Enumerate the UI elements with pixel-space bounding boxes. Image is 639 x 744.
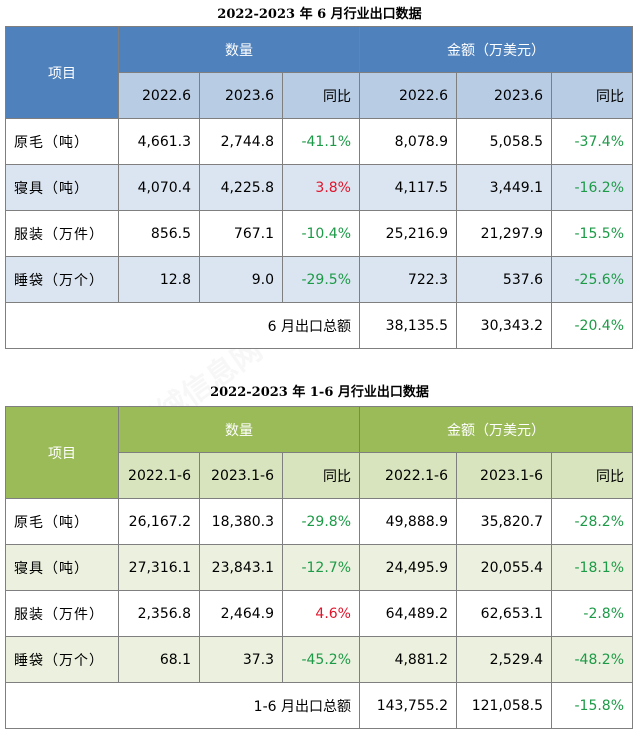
qty-2022: 12.8 <box>118 256 200 303</box>
amt-yoy: -15.5% <box>550 210 634 257</box>
total-amt-2023: 121,058.5 <box>456 682 552 729</box>
total-row: 1-6 月出口总额 143,755.2 121,058.5 -15.8% <box>5 682 634 729</box>
qty-2023: 2,744.8 <box>199 118 283 165</box>
table-row: 寝具（吨） 27,316.1 23,843.1 -12.7% 24,495.9 … <box>5 544 634 591</box>
qty-2023: 2,464.9 <box>199 590 283 637</box>
subheader: 2023.1-6 <box>199 452 283 499</box>
amt-yoy: -28.2% <box>550 498 634 545</box>
subheader: 同比 <box>550 452 634 499</box>
total-amt-yoy: -20.4% <box>550 302 634 349</box>
qty-2022: 856.5 <box>118 210 200 257</box>
subheader: 同比 <box>550 72 634 119</box>
row-item: 睡袋（万个） <box>5 256 119 303</box>
amt-2022: 64,489.2 <box>359 590 457 637</box>
total-amt-2022: 143,755.2 <box>359 682 457 729</box>
qty-2023: 767.1 <box>199 210 283 257</box>
amt-2022: 722.3 <box>359 256 457 303</box>
row-item: 寝具（吨） <box>5 164 119 211</box>
subheader: 同比 <box>282 452 360 499</box>
total-amt-2023: 30,343.2 <box>456 302 552 349</box>
amt-2023: 35,820.7 <box>456 498 552 545</box>
row-item: 服装（万件） <box>5 590 119 637</box>
qty-yoy: 4.6% <box>282 590 360 637</box>
amt-2023: 20,055.4 <box>456 544 552 591</box>
qty-2022: 27,316.1 <box>118 544 200 591</box>
subheader: 同比 <box>282 72 360 119</box>
item-header: 项目 <box>5 26 119 119</box>
row-item: 寝具（吨） <box>5 544 119 591</box>
h1-export-table: 项目 数量 金额（万美元） 2022.1-6 2023.1-6 同比 2022.… <box>5 406 634 729</box>
qty-2022: 26,167.2 <box>118 498 200 545</box>
subheader: 2022.1-6 <box>359 452 457 499</box>
amount-header: 金额（万美元） <box>358 26 634 73</box>
amt-2022: 4,881.2 <box>359 636 457 683</box>
table-row: 寝具（吨） 4,070.4 4,225.8 3.8% 4,117.5 3,449… <box>5 164 634 211</box>
qty-2022: 4,070.4 <box>118 164 200 211</box>
amt-2022: 24,495.9 <box>359 544 457 591</box>
qty-2022: 4,661.3 <box>118 118 200 165</box>
table1-title: 2022-2023 年 6 月行业出口数据 <box>217 7 422 22</box>
qty-2023: 23,843.1 <box>199 544 283 591</box>
table-row: 睡袋（万个） 68.1 37.3 -45.2% 4,881.2 2,529.4 … <box>5 636 634 683</box>
row-item: 服装（万件） <box>5 210 119 257</box>
amt-2023: 537.6 <box>456 256 552 303</box>
table-row: 服装（万件） 856.5 767.1 -10.4% 25,216.9 21,29… <box>5 210 634 257</box>
amt-2023: 3,449.1 <box>456 164 552 211</box>
amt-yoy: -2.8% <box>550 590 634 637</box>
amt-yoy: -18.1% <box>550 544 634 591</box>
qty-yoy: -45.2% <box>282 636 360 683</box>
subheader: 2022.6 <box>359 72 457 119</box>
total-label: 1-6 月出口总额 <box>5 682 360 729</box>
amt-2022: 8,078.9 <box>359 118 457 165</box>
row-item: 原毛（吨） <box>5 498 119 545</box>
quantity-header: 数量 <box>118 26 360 73</box>
qty-yoy: 3.8% <box>282 164 360 211</box>
amt-2022: 25,216.9 <box>359 210 457 257</box>
amt-yoy: -16.2% <box>550 164 634 211</box>
amt-2022: 49,888.9 <box>359 498 457 545</box>
amt-2023: 5,058.5 <box>456 118 552 165</box>
amt-2023: 62,653.1 <box>456 590 552 637</box>
table2-title: 2022-2023 年 1-6 月行业出口数据 <box>210 385 429 400</box>
row-item: 原毛（吨） <box>5 118 119 165</box>
amt-2022: 4,117.5 <box>359 164 457 211</box>
subheader: 2023.6 <box>456 72 552 119</box>
subheader: 2022.6 <box>118 72 200 119</box>
table-row: 原毛（吨） 4,661.3 2,744.8 -41.1% 8,078.9 5,0… <box>5 118 634 165</box>
qty-2022: 2,356.8 <box>118 590 200 637</box>
amt-yoy: -37.4% <box>550 118 634 165</box>
qty-2023: 4,225.8 <box>199 164 283 211</box>
amt-yoy: -48.2% <box>550 636 634 683</box>
qty-yoy: -29.8% <box>282 498 360 545</box>
total-label: 6 月出口总额 <box>5 302 360 349</box>
qty-yoy: -41.1% <box>282 118 360 165</box>
table-row: 服装（万件） 2,356.8 2,464.9 4.6% 64,489.2 62,… <box>5 590 634 637</box>
qty-yoy: -29.5% <box>282 256 360 303</box>
table-row: 原毛（吨） 26,167.2 18,380.3 -29.8% 49,888.9 … <box>5 498 634 545</box>
qty-2023: 37.3 <box>199 636 283 683</box>
amt-yoy: -25.6% <box>550 256 634 303</box>
item-header: 项目 <box>5 406 119 499</box>
amount-header: 金额（万美元） <box>358 406 634 453</box>
subheader: 2023.6 <box>199 72 283 119</box>
total-amt-2022: 38,135.5 <box>359 302 457 349</box>
qty-yoy: -12.7% <box>282 544 360 591</box>
total-row: 6 月出口总额 38,135.5 30,343.2 -20.4% <box>5 302 634 349</box>
qty-2022: 68.1 <box>118 636 200 683</box>
total-amt-yoy: -15.8% <box>550 682 634 729</box>
qty-2023: 18,380.3 <box>199 498 283 545</box>
table-row: 睡袋（万个） 12.8 9.0 -29.5% 722.3 537.6 -25.6… <box>5 256 634 303</box>
subheader: 2023.1-6 <box>456 452 552 499</box>
amt-2023: 2,529.4 <box>456 636 552 683</box>
amt-2023: 21,297.9 <box>456 210 552 257</box>
june-export-table: 项目 数量 金额（万美元） 2022.6 2023.6 同比 2022.6 20… <box>5 26 634 349</box>
quantity-header: 数量 <box>118 406 360 453</box>
row-item: 睡袋（万个） <box>5 636 119 683</box>
qty-yoy: -10.4% <box>282 210 360 257</box>
qty-2023: 9.0 <box>199 256 283 303</box>
subheader: 2022.1-6 <box>118 452 200 499</box>
